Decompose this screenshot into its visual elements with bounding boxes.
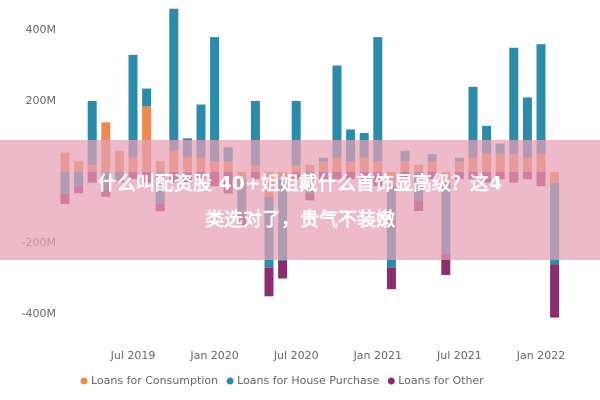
bar-segment [128,54,138,158]
bar-segment [87,101,97,165]
bar-segment [509,47,519,155]
bar-segment [386,267,396,290]
x-tick-label: Jan 2020 [189,349,238,362]
bar-segment [441,253,451,275]
legend-marker [387,377,395,385]
bar-segment [278,260,288,279]
bar-segment [522,97,532,158]
legend-label: Loans for House Purchase [237,374,379,387]
bar-segment [196,104,206,158]
legend-label: Loans for Consumption [91,374,218,387]
bar-segment [291,101,301,165]
bar-segment [264,267,274,297]
banner-text: 什么叫配资股 40+姐姐戴什么首饰显高级？这4 [98,172,502,195]
bar-segment [550,264,560,318]
y-tick-label: -400M [22,307,56,320]
banner-band [0,140,600,260]
bar-segment [373,37,383,162]
legend-marker [226,377,234,385]
bar-segment [468,86,478,158]
x-tick-label: Jul 2019 [110,349,156,362]
x-tick-label: Jul 2021 [436,349,482,362]
bar-segment [210,37,220,162]
y-tick-label: 400M [26,23,57,36]
bar-segment [142,106,152,172]
bar-segment [332,65,342,158]
x-tick-label: Jan 2021 [353,349,402,362]
bar-segment [536,44,546,155]
legend-label: Loans for Other [398,374,484,387]
y-tick-label: 200M [26,94,57,107]
legend-marker [80,377,88,385]
x-tick-label: Jul 2020 [273,349,319,362]
bar-segment [250,101,260,165]
bar-segment [169,8,179,151]
x-tick-label: Jan 2022 [516,349,565,362]
bar-segment [142,88,152,107]
banner-text: 类选对了，贵气不装嫩 [205,208,396,231]
